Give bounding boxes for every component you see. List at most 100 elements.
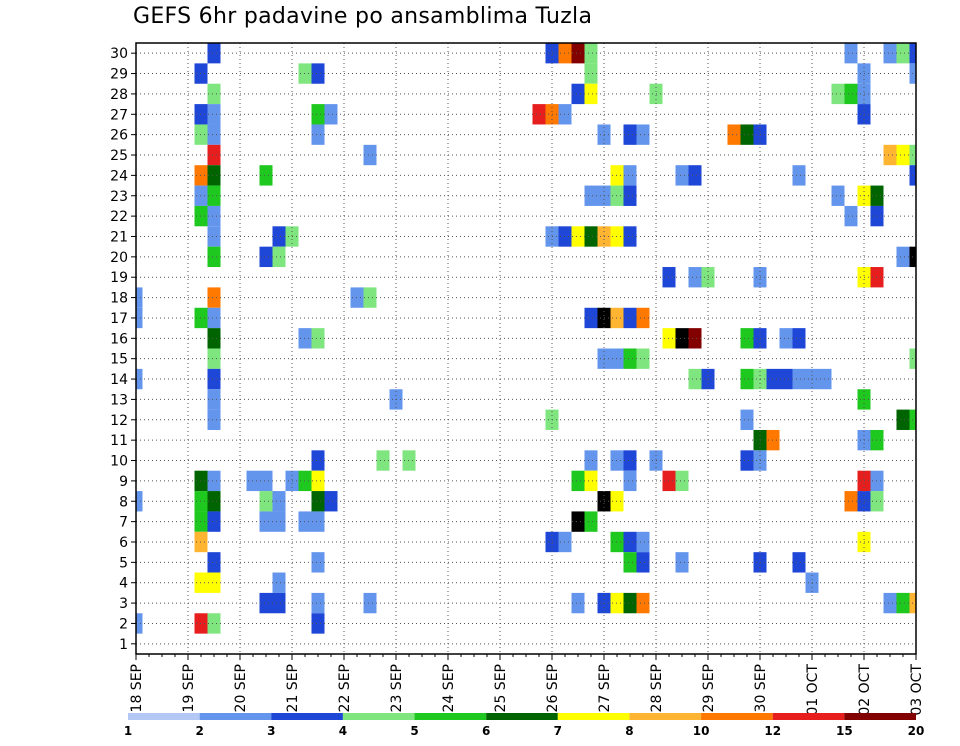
heatmap-cell <box>792 165 806 186</box>
legend-swatch <box>271 713 343 720</box>
x-tick-label: 24 SEP <box>441 664 457 712</box>
heatmap-cell <box>883 43 897 64</box>
heatmap-cell <box>636 552 650 573</box>
heatmap-cell <box>883 592 897 614</box>
heatmap-cell <box>207 165 221 186</box>
heatmap-cell <box>363 144 377 166</box>
heatmap-cell <box>311 124 325 145</box>
heatmap-cell <box>207 348 221 369</box>
heatmap-cell <box>636 307 650 329</box>
x-tick-label: 27 SEP <box>597 664 613 712</box>
heatmap-cell <box>207 83 221 105</box>
heatmap-cell <box>623 592 637 614</box>
y-tick-label: 21 <box>110 229 128 245</box>
y-tick-label: 25 <box>110 148 128 164</box>
heatmap-cell <box>584 185 598 206</box>
heatmap-cell <box>623 552 637 573</box>
y-tick-label: 5 <box>119 555 128 571</box>
x-tick-label: 25 SEP <box>493 664 509 712</box>
heatmap-cell <box>688 267 702 288</box>
heatmap-cell <box>376 450 390 471</box>
cells-layer <box>136 23 916 634</box>
heatmap-cell <box>675 328 689 349</box>
heatmap-cell <box>311 470 325 492</box>
heatmap-cell <box>363 287 377 308</box>
heatmap-cell <box>136 613 143 634</box>
heatmap-cell <box>584 63 598 84</box>
y-tick-label: 30 <box>110 46 128 62</box>
heatmap-cell <box>727 124 741 145</box>
heatmap-cell <box>136 307 143 329</box>
heatmap-cell <box>311 104 325 125</box>
heatmap-cell <box>623 124 637 145</box>
heatmap-cell <box>675 552 689 573</box>
y-tick-label: 16 <box>110 331 128 347</box>
heatmap-cell <box>571 511 585 532</box>
legend-label: 15 <box>836 724 853 738</box>
heatmap-cell <box>207 287 221 308</box>
y-tick-label: 27 <box>110 107 128 123</box>
x-tick-label: 20 SEP <box>233 664 249 712</box>
y-tick-label: 6 <box>119 535 128 551</box>
y-tick-label: 2 <box>119 616 128 632</box>
y-tick-label: 7 <box>119 515 128 531</box>
heatmap-cell <box>623 531 637 553</box>
heatmap-cell <box>598 23 611 43</box>
heatmap-cell <box>571 470 585 492</box>
legend-swatch <box>629 713 702 720</box>
legend-label: 10 <box>693 724 710 738</box>
heatmap-cell <box>272 572 286 593</box>
y-tick-label: 10 <box>110 454 128 470</box>
heatmap-cell <box>844 205 858 227</box>
heatmap-cell <box>207 246 221 268</box>
heatmap-cell <box>311 328 325 349</box>
heatmap-cell <box>584 511 598 532</box>
heatmap-cell <box>207 124 221 145</box>
heatmap-cell <box>584 226 598 247</box>
color-legend: 1 2 3 4 5 6 7 8 10 12 15 20 <box>124 713 924 738</box>
heatmap-cell <box>844 83 858 105</box>
heatmap-cell <box>259 511 273 532</box>
heatmap-cell <box>896 43 910 64</box>
heatmap-cell <box>207 491 221 512</box>
heatmap-cell <box>623 348 637 369</box>
y-tick-label: 28 <box>110 87 128 103</box>
heatmap-cell <box>584 83 598 105</box>
x-tick-label: 28 SEP <box>649 664 665 712</box>
heatmap-cell <box>844 491 858 512</box>
heatmap-cell <box>207 226 221 247</box>
heatmap-cell <box>207 552 221 573</box>
y-tick-label: 26 <box>110 128 128 144</box>
legend-label: 3 <box>267 724 275 738</box>
heatmap-cell <box>779 368 793 390</box>
heatmap-cell <box>688 328 702 349</box>
heatmap-cell <box>259 592 273 614</box>
heatmap-cell <box>780 23 793 43</box>
heatmap-cell <box>584 43 598 64</box>
heatmap-cell <box>207 328 221 349</box>
legend-label: 7 <box>554 724 562 738</box>
heatmap-cell <box>207 572 221 593</box>
heatmap-cell <box>571 592 585 614</box>
y-tick-label: 14 <box>110 372 128 388</box>
y-tick-label: 22 <box>110 209 128 225</box>
heatmap-cell <box>207 511 221 532</box>
y-tick-label: 15 <box>110 352 128 368</box>
y-tick-label: 20 <box>110 250 128 266</box>
x-tick-label: 18 SEP <box>129 664 145 712</box>
legend-swatch <box>486 713 558 720</box>
heatmap-cell <box>207 409 221 430</box>
legend-label: 2 <box>195 724 203 738</box>
x-tick-label: 19 SEP <box>181 664 197 712</box>
heatmap-cell <box>636 592 650 614</box>
heatmap-cell <box>324 491 338 512</box>
heatmap-cell <box>272 491 286 512</box>
heatmap-cell <box>311 511 325 532</box>
y-tick-label: 29 <box>110 67 128 83</box>
heatmap-cell <box>676 23 689 43</box>
legend-swatch <box>772 713 845 720</box>
heatmap-cell <box>623 165 637 186</box>
x-tick-label: 23 SEP <box>389 664 405 712</box>
heatmap-cell <box>207 43 221 64</box>
